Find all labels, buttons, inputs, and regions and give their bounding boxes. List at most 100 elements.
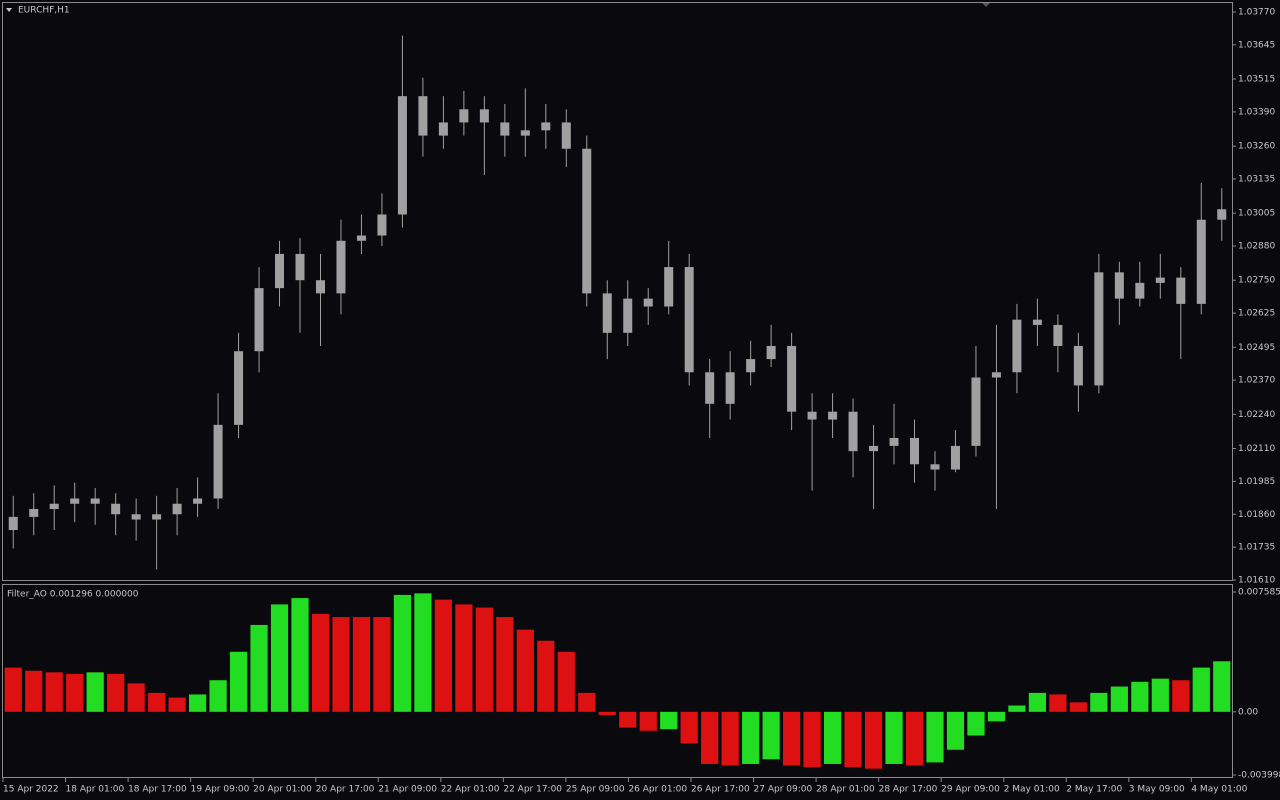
candle-body — [561, 122, 571, 149]
x-tick-label: 29 Apr 09:00 — [941, 785, 1000, 795]
histogram-bar — [25, 670, 43, 712]
histogram-bar — [946, 711, 965, 750]
candle-body — [49, 503, 59, 509]
candle-body — [930, 464, 940, 470]
y-tick-label: 1.03515 — [1238, 75, 1275, 85]
histogram-bar — [987, 711, 1006, 722]
symbol-menu-arrow[interactable] — [6, 8, 12, 12]
candle-body — [582, 148, 592, 294]
histogram-bar — [311, 613, 330, 712]
candle-body — [377, 214, 387, 236]
candle-body — [111, 503, 121, 515]
x-tick-label: 4 May 01:00 — [1191, 785, 1247, 795]
y-tick-label: 0.00 — [1238, 707, 1258, 717]
histogram-bar — [557, 651, 575, 712]
y-tick-label: 1.03005 — [1238, 209, 1275, 219]
histogram-bar — [434, 599, 452, 712]
candle-body — [971, 377, 981, 446]
histogram-bar — [578, 692, 596, 712]
y-tick-label: -0.003998 — [1238, 771, 1280, 781]
candle-body — [1053, 324, 1063, 346]
histogram-bar — [885, 711, 903, 764]
candle-body — [1012, 319, 1022, 373]
candle-body — [950, 445, 960, 470]
y-tick-label: 1.02625 — [1238, 309, 1275, 319]
histogram-bar — [823, 711, 842, 764]
x-tick-label: 22 Apr 01:00 — [441, 785, 500, 795]
histogram-bar — [127, 683, 145, 712]
candle-body — [356, 235, 366, 241]
histogram-bar — [168, 697, 186, 712]
histogram-bar — [373, 617, 391, 712]
histogram-bar — [639, 711, 657, 731]
histogram-bar — [598, 711, 616, 715]
histogram-bar — [1090, 692, 1108, 712]
x-tick-label: 26 Apr 17:00 — [691, 785, 750, 795]
candle-body — [541, 122, 551, 131]
candle-body — [90, 498, 100, 504]
histogram-bar — [783, 711, 801, 766]
x-tick-label: 3 May 09:00 — [1129, 785, 1185, 795]
main-pane-border — [2, 2, 1233, 581]
x-tick-label: 20 Apr 17:00 — [316, 785, 375, 795]
histogram-bar — [66, 673, 84, 712]
histogram-bar — [516, 629, 534, 712]
x-tick-label: 22 Apr 17:00 — [503, 785, 562, 795]
histogram-bar — [107, 673, 125, 712]
candle-body — [315, 280, 325, 294]
histogram-bar — [414, 593, 432, 712]
candle-body — [1196, 219, 1206, 304]
histogram-bar — [1069, 702, 1087, 712]
y-tick-label: 1.01735 — [1238, 543, 1275, 553]
histogram-bar — [250, 624, 268, 712]
candle-body — [705, 372, 715, 404]
histogram-bar — [455, 604, 473, 712]
histogram-bar — [332, 617, 350, 712]
candle-body — [1155, 277, 1165, 283]
candle-body — [602, 293, 612, 333]
histogram-bar — [148, 692, 166, 712]
candle-body — [684, 267, 694, 373]
x-tick-label: 26 Apr 01:00 — [628, 785, 687, 795]
candle-body — [766, 345, 776, 360]
candle-body — [1073, 345, 1083, 386]
histogram-bar — [86, 672, 104, 712]
histogram-bar — [291, 598, 309, 712]
candle-body — [172, 503, 182, 515]
histogram-bar — [475, 607, 493, 712]
candle-body — [500, 122, 510, 136]
histogram-bar — [701, 711, 719, 764]
candle-body — [889, 438, 899, 446]
candle-body — [275, 253, 285, 289]
histogram-bar — [926, 711, 944, 763]
candle-body — [479, 109, 489, 123]
y-tick-label: 1.02240 — [1238, 410, 1275, 420]
candle-body — [520, 130, 530, 136]
candle-body — [234, 351, 244, 425]
x-tick-label: 20 Apr 01:00 — [253, 785, 312, 795]
y-tick-label: 1.01985 — [1238, 477, 1275, 487]
histogram-bar — [1049, 694, 1067, 712]
x-tick-label: 18 Apr 17:00 — [128, 785, 187, 795]
histogram-bar — [1213, 661, 1231, 712]
candle-body — [746, 359, 756, 373]
candle-body — [725, 372, 735, 404]
histogram-bar — [209, 680, 227, 712]
candle-body — [1094, 272, 1104, 386]
shift-marker — [982, 3, 990, 7]
x-tick-label: 28 Apr 01:00 — [816, 785, 875, 795]
candle-body — [807, 411, 817, 420]
histogram-bar — [742, 711, 760, 764]
histogram-bar — [1008, 705, 1026, 712]
histogram-bar — [229, 651, 248, 712]
histogram-bar — [1192, 667, 1210, 712]
y-tick-label: 1.02750 — [1238, 276, 1275, 286]
x-tick-label: 21 Apr 09:00 — [378, 785, 437, 795]
histogram-bar — [660, 711, 678, 730]
histogram-bar — [352, 617, 371, 712]
x-tick-label: 2 May 17:00 — [1066, 785, 1122, 795]
candle-body — [213, 424, 223, 499]
histogram-bar — [1110, 686, 1128, 712]
histogram-bar — [537, 640, 555, 712]
histogram-bar — [1131, 681, 1149, 712]
